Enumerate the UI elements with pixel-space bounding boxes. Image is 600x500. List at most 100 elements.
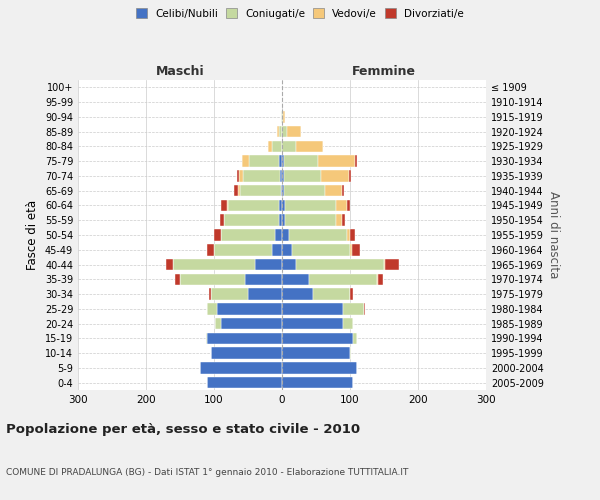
Bar <box>200 362 282 374</box>
Bar <box>284 156 318 167</box>
Bar <box>292 244 350 256</box>
Bar <box>282 332 353 344</box>
Bar <box>275 229 282 241</box>
Bar <box>318 156 355 167</box>
Bar <box>282 259 296 270</box>
Bar <box>337 200 347 211</box>
Bar <box>224 214 278 226</box>
Bar <box>282 140 296 152</box>
Bar <box>350 288 353 300</box>
Bar <box>282 348 350 359</box>
Bar <box>227 200 228 211</box>
Bar <box>277 126 278 138</box>
Bar <box>272 244 282 256</box>
Bar <box>325 185 342 196</box>
Bar <box>342 214 345 226</box>
Bar <box>173 259 255 270</box>
Text: Popolazione per età, sesso e stato civile - 2010: Popolazione per età, sesso e stato civil… <box>6 422 360 436</box>
Bar <box>289 229 347 241</box>
Bar <box>242 170 280 181</box>
Bar <box>278 126 282 138</box>
Bar <box>280 170 282 181</box>
Bar <box>278 214 282 226</box>
Bar <box>207 332 282 344</box>
Bar <box>248 288 282 300</box>
Bar <box>279 156 282 167</box>
Bar <box>207 303 217 314</box>
Bar <box>180 274 245 285</box>
Y-axis label: Fasce di età: Fasce di età <box>26 200 39 270</box>
Bar <box>282 185 284 196</box>
Bar <box>286 214 337 226</box>
Bar <box>342 185 344 196</box>
Bar <box>313 288 350 300</box>
Bar <box>228 200 279 211</box>
Bar <box>282 170 284 181</box>
Text: Femmine: Femmine <box>352 65 416 78</box>
Text: COMUNE DI PRADALUNGA (BG) - Dati ISTAT 1° gennaio 2010 - Elaborazione TUTTITALIA: COMUNE DI PRADALUNGA (BG) - Dati ISTAT 1… <box>6 468 409 477</box>
Bar <box>282 200 286 211</box>
Bar <box>377 274 378 285</box>
Bar <box>350 348 352 359</box>
Bar <box>238 185 240 196</box>
Bar <box>214 244 272 256</box>
Bar <box>309 274 377 285</box>
Bar <box>211 348 282 359</box>
Bar <box>282 111 283 122</box>
Bar <box>245 274 282 285</box>
Bar <box>282 318 343 330</box>
Bar <box>287 126 301 138</box>
Bar <box>352 244 360 256</box>
Bar <box>215 318 221 330</box>
Bar <box>239 170 242 181</box>
Bar <box>282 214 286 226</box>
Bar <box>272 140 282 152</box>
Bar <box>385 259 399 270</box>
Y-axis label: Anni di nascita: Anni di nascita <box>547 192 560 278</box>
Bar <box>364 303 365 314</box>
Bar <box>242 156 248 167</box>
Bar <box>268 140 272 152</box>
Bar <box>235 185 238 196</box>
Bar <box>322 170 349 181</box>
Bar <box>282 156 284 167</box>
Bar <box>281 111 282 122</box>
Bar <box>282 229 289 241</box>
Bar <box>347 200 350 211</box>
Bar <box>282 274 309 285</box>
Bar <box>296 140 323 152</box>
Bar <box>343 318 353 330</box>
Bar <box>207 244 214 256</box>
Bar <box>282 244 292 256</box>
Bar <box>353 332 357 344</box>
Bar <box>207 377 282 388</box>
Bar <box>286 200 337 211</box>
Bar <box>337 214 342 226</box>
Bar <box>355 156 358 167</box>
Bar <box>220 214 224 226</box>
Bar <box>282 126 287 138</box>
Bar <box>282 362 357 374</box>
Bar <box>217 303 282 314</box>
Bar <box>279 200 282 211</box>
Bar <box>166 259 173 270</box>
Bar <box>296 259 384 270</box>
Bar <box>282 377 353 388</box>
Bar <box>384 259 385 270</box>
Bar <box>221 229 275 241</box>
Bar <box>175 274 180 285</box>
Bar <box>282 288 313 300</box>
Bar <box>237 170 239 181</box>
Bar <box>214 229 221 241</box>
Bar <box>206 332 207 344</box>
Legend: Celibi/Nubili, Coniugati/e, Vedovi/e, Divorziati/e: Celibi/Nubili, Coniugati/e, Vedovi/e, Di… <box>133 5 467 21</box>
Bar <box>221 200 227 211</box>
Bar <box>211 288 248 300</box>
Bar <box>248 156 279 167</box>
Bar <box>378 274 383 285</box>
Bar <box>347 229 350 241</box>
Bar <box>349 170 350 181</box>
Bar <box>221 318 282 330</box>
Bar <box>343 303 364 314</box>
Bar <box>206 303 207 314</box>
